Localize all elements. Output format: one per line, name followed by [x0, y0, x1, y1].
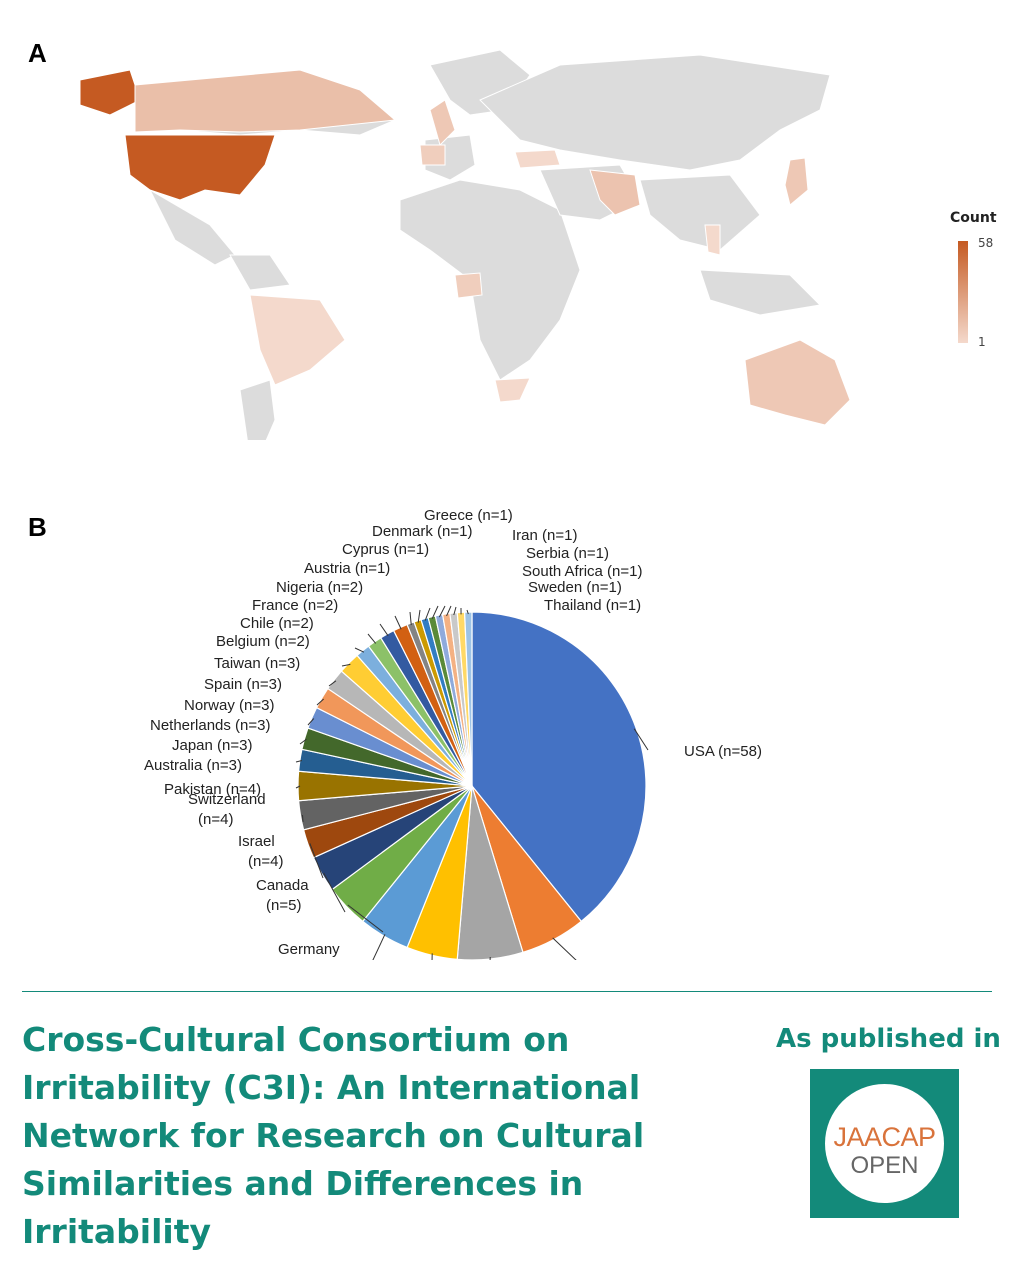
panel-b-label: B — [28, 512, 47, 542]
pie-leader-line-20 — [409, 611, 412, 626]
map-country-japan — [784, 157, 809, 206]
pie-label-22-0: Denmark (n=1) — [372, 523, 472, 540]
pie-label-27-0: Sweden (n=1) — [528, 579, 622, 596]
legend-title: Count — [950, 210, 997, 226]
map-country-usa — [79, 69, 141, 116]
map-landmass-6 — [699, 269, 822, 316]
pie-leader-line-28 — [466, 609, 469, 615]
pie-label-13-0: Norway (n=3) — [184, 697, 274, 714]
pie-label-9-0: Pakistan (n=4) — [164, 781, 261, 798]
pie-label-8-0: Switzerland — [188, 791, 266, 808]
pie-leader-line-14 — [328, 680, 337, 687]
pie-label-11-0: Japan (n=3) — [172, 737, 252, 754]
pie-leader-line-11 — [299, 738, 307, 745]
map-country-canada — [134, 69, 397, 133]
pie-label-5-0: Germany — [278, 941, 340, 958]
map-landmass-7 — [148, 188, 236, 266]
pie-leader-line-6 — [323, 872, 346, 913]
pie-leader-line-13 — [316, 698, 324, 706]
world-map — [79, 49, 851, 440]
map-country-france — [419, 144, 446, 166]
pie-label-15-0: Taiwan (n=3) — [214, 655, 300, 672]
pie-leader-line-16 — [354, 647, 365, 653]
pie-leader-line-24 — [438, 605, 446, 618]
pie-leader-line-23 — [431, 605, 439, 619]
pie-leader-line-0 — [633, 728, 649, 751]
pie-leader-line-21 — [417, 609, 421, 623]
pie-label-21-0: Cyprus (n=1) — [342, 541, 429, 558]
pie-leader-line-19 — [394, 615, 402, 630]
map-country-norway — [429, 99, 456, 146]
logo-circle — [825, 1084, 944, 1203]
pie-label-6-0: Canada — [256, 877, 309, 894]
map-landmass-5 — [639, 174, 761, 251]
pie-leader-line-15 — [341, 663, 351, 667]
pie-label-26-0: South Africa (n=1) — [522, 563, 642, 580]
pie-leader-line-8 — [301, 815, 304, 823]
map-country-nigeria — [454, 272, 483, 299]
legend-min-value: 1 — [978, 335, 986, 349]
pie-slice-usa — [471, 611, 647, 923]
map-country-brazil — [249, 294, 346, 386]
pie-leader-line-9 — [295, 785, 301, 789]
pie-leader-line-10 — [295, 760, 303, 763]
pie-label-7-0: Israel — [238, 833, 275, 850]
pie-label-16-0: Belgium (n=2) — [216, 633, 310, 650]
pie-leader-line-22 — [424, 607, 431, 621]
pie-label-19-0: Nigeria (n=2) — [276, 579, 363, 596]
pie-label-18-0: France (n=2) — [252, 597, 338, 614]
map-landmass-3 — [399, 179, 581, 381]
pie-slice-thailand — [463, 611, 473, 787]
pie-label-28-0: Thailand (n=1) — [544, 597, 641, 614]
pie-label-23-0: Greece (n=1) — [424, 507, 513, 524]
map-country-usa — [124, 134, 276, 201]
pie-leader-line-1 — [552, 937, 577, 960]
pie-chart: USA (n=58) Germany Canada (n=5) Israel (n=4) S… — [144, 507, 762, 960]
pie-leader-line-7 — [309, 843, 324, 879]
map-country-thailand — [704, 224, 721, 256]
map-country-pakistan — [589, 169, 641, 216]
pie-label-6-1: (n=5) — [266, 897, 301, 914]
legend-max-value: 58 — [978, 236, 994, 250]
map-country-south-africa — [494, 377, 531, 403]
pie-label-17-0: Chile (n=2) — [240, 615, 314, 632]
pie-leader-line-26 — [453, 606, 457, 616]
pie-label-20-0: Austria (n=1) — [304, 560, 390, 577]
pie-leader-line-18 — [379, 623, 389, 637]
legend-color-scale — [958, 241, 968, 343]
divider — [22, 991, 992, 992]
journal-logo[interactable]: JAACAP OPEN — [810, 1069, 959, 1218]
pie-label-8-1: (n=4) — [198, 811, 233, 828]
map-landmass-9 — [239, 379, 276, 440]
pie-leader-line-17 — [367, 633, 377, 644]
map-landmass-8 — [229, 254, 291, 291]
pie-label-12-0: Netherlands (n=3) — [150, 717, 270, 734]
pie-leader-line-5 — [347, 904, 384, 933]
panel-a-label: A — [28, 38, 47, 68]
pie-leader-line-25 — [446, 605, 452, 617]
pie-label-25-0: Serbia (n=1) — [526, 545, 609, 562]
pie-leader-line-12 — [307, 718, 315, 726]
pie-leader-line-4 — [372, 934, 386, 960]
pie-label-24-0: Iran (n=1) — [512, 527, 577, 544]
logo-text-jaacap: JAACAP — [833, 1122, 936, 1152]
map-legend: Count 58 1 — [940, 208, 1010, 358]
map-country-australia — [744, 339, 851, 426]
published-in-label: As published in — [776, 1024, 1001, 1054]
pie-label-10-0: Australia (n=3) — [144, 757, 242, 774]
logo-text-open: OPEN — [850, 1152, 919, 1179]
paper-title: Cross-Cultural Consortium on Irritabilit… — [22, 1020, 645, 1251]
map-landmass-2 — [479, 54, 831, 171]
pie-label-7-1: (n=4) — [248, 853, 283, 870]
pie-label-14-0: Spain (n=3) — [204, 676, 282, 693]
map-country-turkey — [514, 149, 561, 169]
pie-label-0-0: USA (n=58) — [684, 743, 762, 760]
